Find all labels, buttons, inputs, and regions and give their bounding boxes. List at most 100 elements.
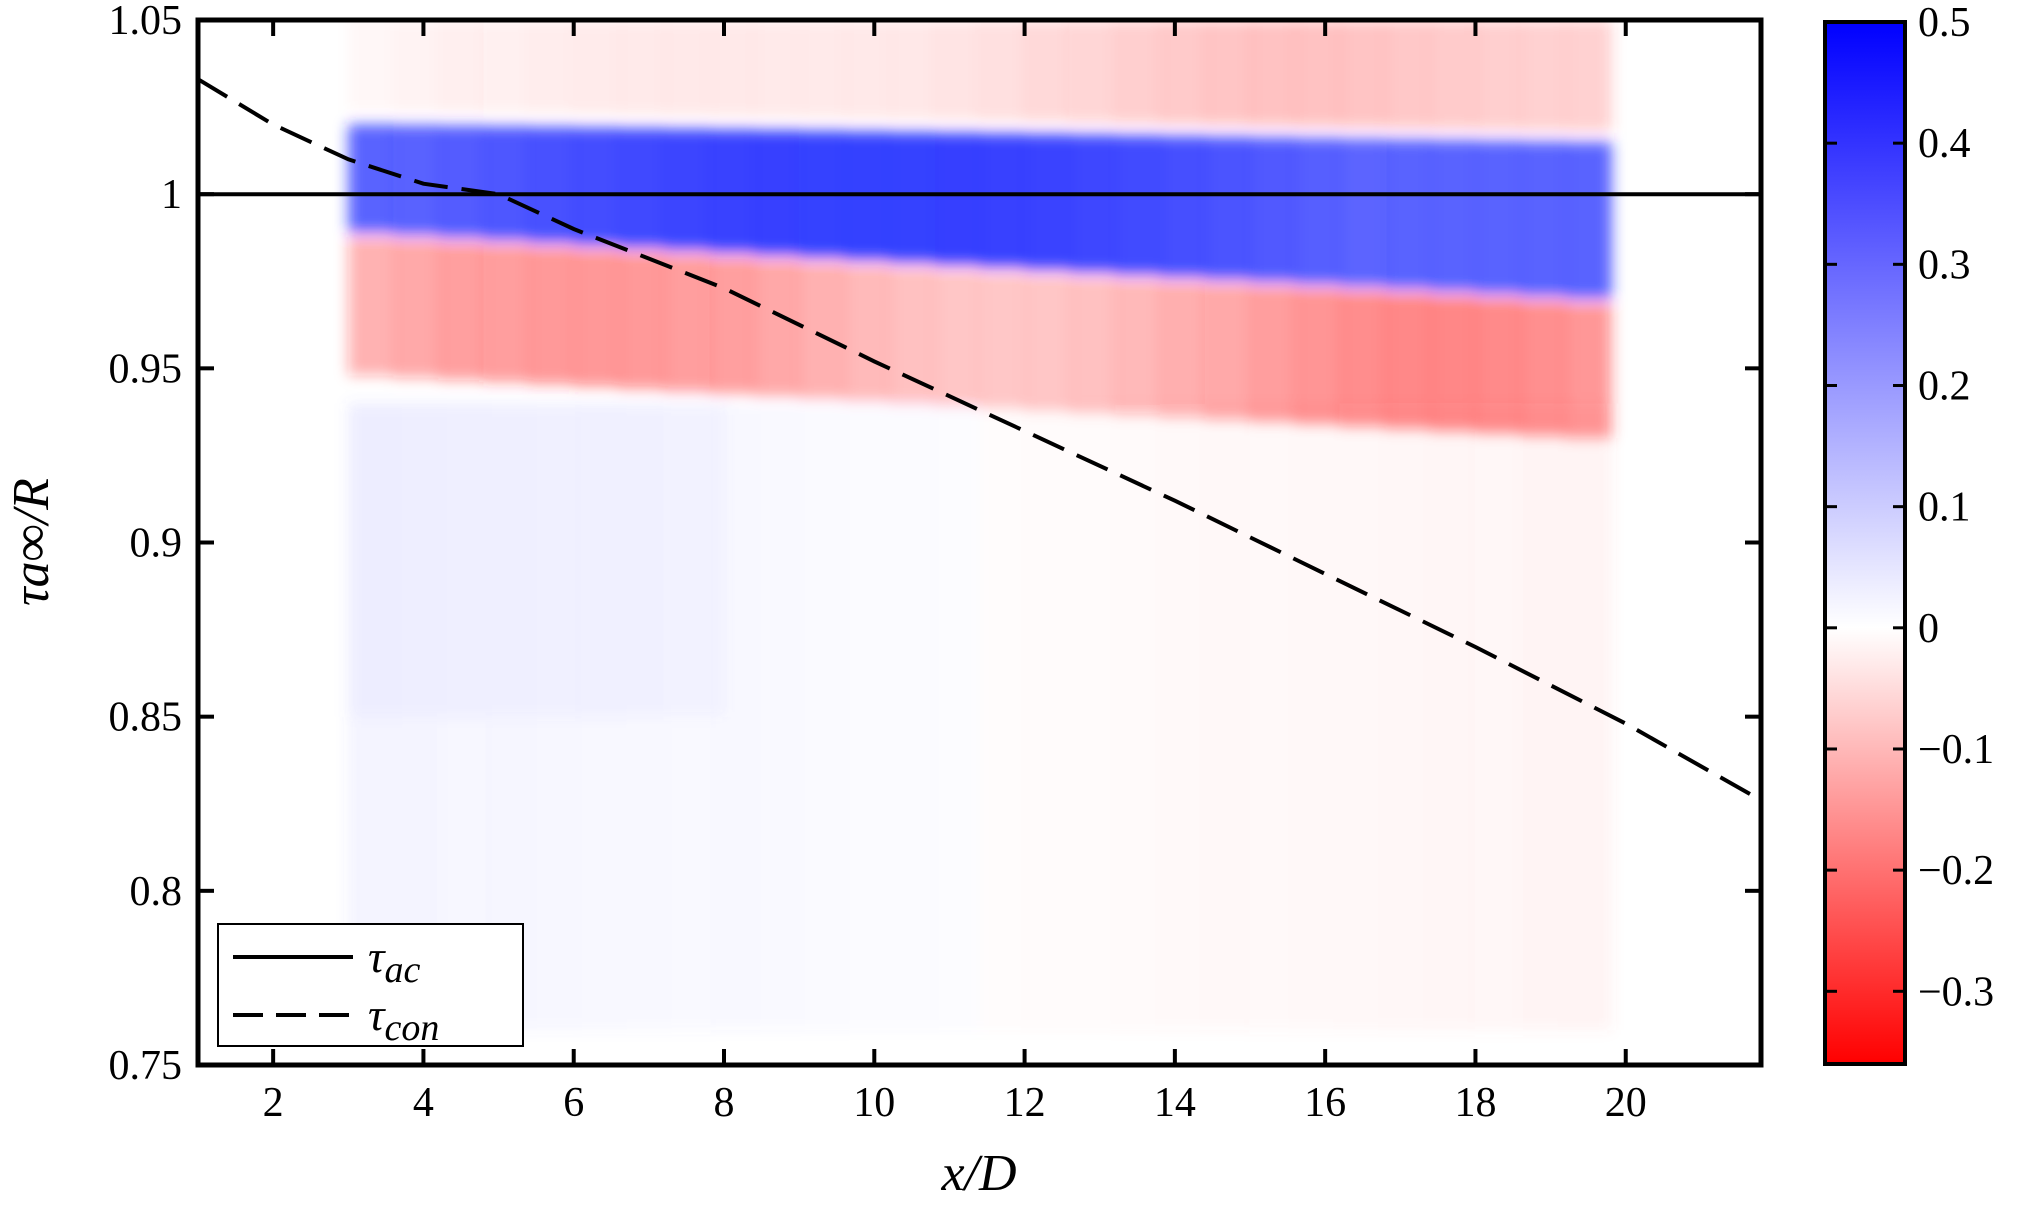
heat-cell <box>754 403 800 1030</box>
heat-cell <box>618 250 665 390</box>
x-tick-label: 16 <box>1304 1080 1346 1126</box>
colorbar-tick-label: 0.3 <box>1918 242 1971 288</box>
y-tick-label: 1.05 <box>109 0 183 44</box>
heat-cell <box>708 20 756 117</box>
heat-cell <box>1250 403 1297 1031</box>
heat-cell <box>528 245 575 385</box>
heat-cell <box>799 260 846 399</box>
heat-cell <box>348 20 394 111</box>
y-axis-ticks: 0.75 0.8 0.85 0.9 0.95 1 1.05 <box>109 0 1761 1089</box>
legend-label-tau-ac: τac <box>368 931 420 991</box>
heat-cell <box>573 20 620 115</box>
heat-cell <box>1069 20 1116 123</box>
heat-cell <box>1565 403 1612 1031</box>
heat-cell <box>1385 403 1432 1031</box>
legend: τac τcon <box>217 923 524 1049</box>
heat-cell <box>1159 20 1206 125</box>
colorbar-tick-label: 0.4 <box>1918 121 1971 167</box>
heat-cell <box>1340 138 1387 287</box>
colorbar-tick-label: −0.2 <box>1918 848 1994 894</box>
heat-cell <box>1475 140 1522 294</box>
heat-cell <box>844 403 890 1030</box>
heat-cell <box>754 258 801 397</box>
heat-cell <box>663 20 710 116</box>
x-tick-label: 18 <box>1454 1080 1496 1126</box>
heat-cell <box>1250 20 1297 127</box>
heat-cell <box>663 253 710 392</box>
heat-cell <box>1295 287 1342 425</box>
heat-cell <box>348 403 728 717</box>
y-tick-label: 0.75 <box>109 1043 183 1089</box>
heat-cell <box>1204 136 1252 280</box>
heat-cell <box>980 403 1026 1030</box>
heat-cell <box>1295 138 1342 284</box>
heat-cell <box>889 403 935 1030</box>
heat-cell <box>1475 403 1522 1031</box>
y-tick-label: 0.85 <box>109 695 183 741</box>
heat-cell <box>934 267 981 406</box>
heat-cell <box>889 265 936 404</box>
heat-cell <box>708 255 756 394</box>
x-tick-label: 8 <box>714 1080 735 1126</box>
heat-cell <box>348 235 395 376</box>
heat-cell <box>934 132 981 265</box>
heat-cell <box>1204 403 1252 1031</box>
heat-cell <box>979 20 1026 122</box>
heat-cell <box>1520 403 1567 1031</box>
heat-cell <box>1295 20 1342 127</box>
heat-cell <box>483 20 530 113</box>
y-tick-label: 0.95 <box>109 346 183 392</box>
y-axis-label: τa∞/R <box>3 478 60 606</box>
x-tick-label: 4 <box>413 1080 434 1126</box>
x-tick-label: 20 <box>1605 1080 1647 1126</box>
heat-cell <box>1069 134 1116 272</box>
x-axis-label: x/D <box>940 1145 1016 1202</box>
heat-cell <box>1114 135 1161 275</box>
heat-cell <box>844 20 891 120</box>
heat-cell <box>483 243 530 383</box>
x-axis-ticks: 2 4 6 8 10 12 14 16 18 20 <box>263 20 1647 1126</box>
heat-cell <box>799 20 846 119</box>
colorbar-tick-label: 0 <box>1918 606 1939 652</box>
x-tick-label: 2 <box>263 1080 284 1126</box>
heat-cell <box>1250 137 1297 282</box>
heat-cell <box>438 125 485 238</box>
heat-cell <box>1070 403 1116 1030</box>
x-tick-label: 14 <box>1154 1080 1196 1126</box>
heat-cell <box>1159 280 1206 418</box>
heat-cell <box>483 126 530 240</box>
heat-cell <box>528 20 575 114</box>
heat-cell <box>663 129 710 250</box>
heat-cell <box>1565 141 1612 299</box>
heat-cell <box>393 20 440 112</box>
colorbar-tick-label: 0.5 <box>1918 0 1971 46</box>
heat-cell <box>1069 275 1116 413</box>
legend-box <box>217 923 524 1047</box>
heat-cell <box>573 248 620 387</box>
colorbar: −0.3 −0.2 −0.1 0 0.1 0.2 0.3 0.4 0.5 <box>1823 0 1994 1066</box>
heat-cell <box>438 20 485 113</box>
heat-cell <box>844 262 891 401</box>
x-tick-label: 12 <box>1004 1080 1046 1126</box>
heat-cell <box>1340 403 1387 1031</box>
heat-cell <box>1475 20 1522 130</box>
heat-cell <box>1204 282 1252 420</box>
heat-cell <box>1024 134 1071 270</box>
heat-cell <box>1295 403 1342 1031</box>
heat-cell <box>1565 20 1612 132</box>
colorbar-ticks: −0.3 −0.2 −0.1 0 0.1 0.2 0.3 0.4 0.5 <box>1825 0 1994 1015</box>
heat-cell <box>1159 136 1206 277</box>
y-tick-label: 0.9 <box>130 521 183 567</box>
heat-cell <box>618 20 665 116</box>
heat-cell <box>618 128 665 248</box>
heat-cell <box>979 133 1026 267</box>
heat-cell <box>1340 20 1387 128</box>
heat-cell <box>799 403 845 1030</box>
heat-cell <box>1250 284 1297 422</box>
legend-label-tau-con: τcon <box>368 989 439 1049</box>
series-lines <box>198 77 1761 803</box>
colorbar-tick-label: −0.3 <box>1918 969 1994 1015</box>
heat-cell <box>1024 272 1071 411</box>
heat-cell <box>1024 20 1071 123</box>
colorbar-tick-label: 0.2 <box>1918 363 1971 409</box>
